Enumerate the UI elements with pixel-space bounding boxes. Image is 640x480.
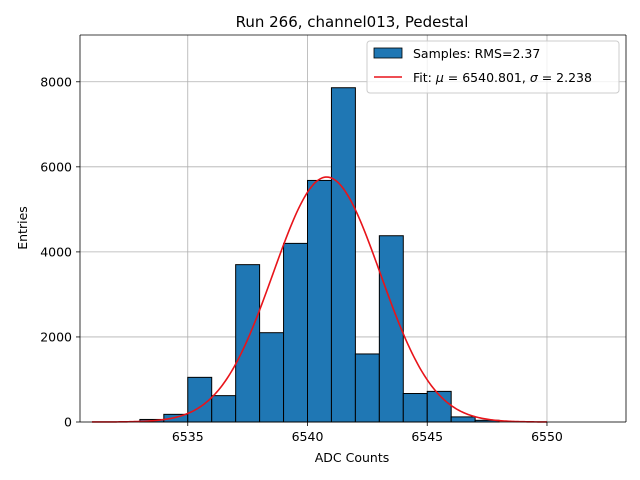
legend-fit-sigma-value: = 2.238 [538,70,592,85]
x-tick-label: 6550 [531,429,563,444]
fit-curve [91,176,547,423]
y-tick-label: 4000 [40,244,72,259]
legend-fit-mu-symbol: μ [435,70,444,85]
legend-histogram-swatch [373,47,403,59]
histogram-bar [211,395,237,423]
histogram-bar [378,235,404,423]
legend-box [366,40,620,94]
histogram-bar [450,416,476,423]
x-tick-label: 6540 [292,429,324,444]
y-tick-label: 8000 [40,74,72,89]
histogram-bar [259,332,285,423]
x-axis-label: ADC Counts [315,450,390,465]
histogram-bar [330,87,356,423]
x-axis-ticks: 6535 6540 6545 6550 [172,422,563,444]
histogram-bar [283,242,309,423]
histogram-bar [354,353,380,423]
legend-fit-mu-value: = 6540.801, [444,70,530,85]
histogram-bars [139,87,500,423]
legend: Samples: RMS=2.37 Fit: μ = 6540.801, σ =… [366,40,620,94]
plot-frame [79,34,627,423]
legend-fit-prefix: Fit: [413,70,436,85]
y-tick-label: 0 [64,415,72,430]
histogram-bar [402,393,428,423]
y-axis-ticks: 0 2000 4000 6000 8000 [40,74,80,430]
y-tick-label: 6000 [40,159,72,174]
histogram-bar [307,179,332,423]
legend-fit-label: Fit: μ = 6540.801, σ = 2.238 [413,70,592,85]
histogram-bar [187,376,213,423]
legend-histogram-label: Samples: RMS=2.37 [413,46,540,61]
histogram-bar [235,264,261,423]
legend-fit-sigma-symbol: σ [530,70,539,85]
y-axis-label: Entries [15,206,30,250]
x-tick-label: 6545 [411,429,443,444]
x-tick-label: 6535 [172,429,204,444]
y-tick-label: 2000 [40,329,72,344]
chart-title: Run 266, channel013, Pedestal [236,13,469,31]
